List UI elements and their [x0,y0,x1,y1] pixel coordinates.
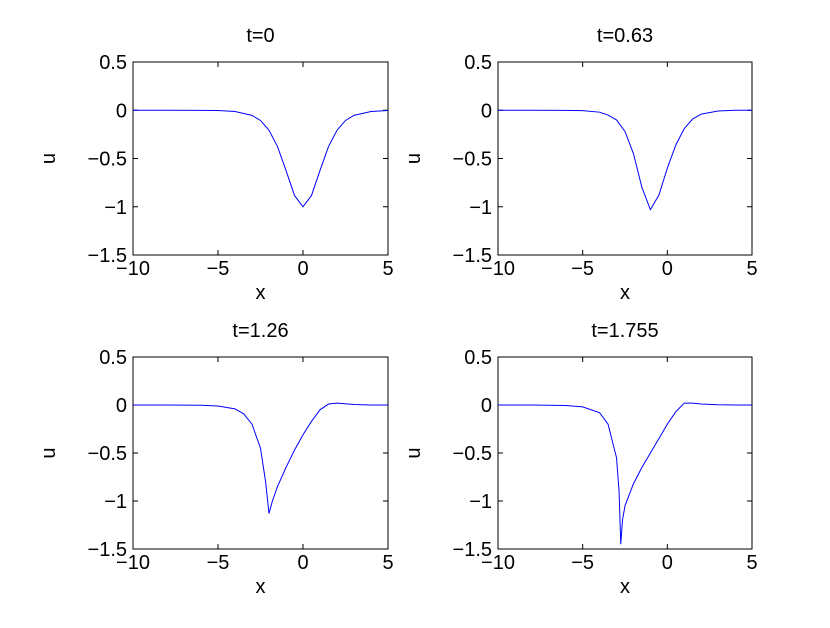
y-tick-label: −1.5 [453,245,492,267]
chart-title: t=1.26 [232,320,288,342]
y-tick-label: −0.5 [88,443,127,465]
y-tick-label: 0 [116,395,127,417]
x-axis-label: x [256,282,266,304]
x-axis-label: x [620,576,630,598]
y-tick-label: 0.5 [464,347,492,369]
x-tick-label: −5 [571,552,594,574]
line [498,109,752,211]
chart-title: t=0 [246,25,274,47]
y-tick-label: 0 [481,100,492,122]
axes-box [132,356,389,550]
y-tick-label: 0 [481,395,492,417]
line [133,109,389,208]
y-tick-label: 0.5 [99,347,127,369]
y-tick-label: −0.5 [453,443,492,465]
x-tick-label: 0 [662,258,673,280]
x-tick-label: −5 [207,552,230,574]
y-axis-label: u [403,447,425,458]
x-tick-label: −10 [481,552,515,574]
x-axis-label: x [256,576,266,598]
y-tick-label: −1 [104,197,127,219]
chart-title: t=1.755 [591,320,658,342]
y-tick-label: −1.5 [88,245,127,267]
y-tick-label: −1.5 [453,539,492,561]
y-axis-label: u [403,153,425,164]
x-tick-label: 5 [746,258,757,280]
chart-title: t=0.63 [597,25,653,47]
y-axis-label: u [38,153,60,164]
y-tick-label: 0 [116,100,127,122]
x-tick-label: −10 [116,552,150,574]
line [133,402,388,514]
y-tick-label: −0.5 [88,149,127,171]
y-tick-label: −1 [469,197,492,219]
axes-box [497,61,753,256]
y-axis-label: u [38,447,60,458]
axes-box [132,61,389,256]
axes-box [497,356,753,550]
x-tick-label: 5 [746,552,757,574]
line [498,402,752,545]
x-tick-label: 0 [297,552,308,574]
y-tick-label: −1 [104,491,127,513]
x-tick-label: −10 [481,258,515,280]
y-tick-label: −0.5 [453,149,492,171]
x-axis-label: x [620,282,630,304]
x-tick-label: 0 [662,552,673,574]
x-tick-label: −5 [571,258,594,280]
y-tick-label: 0.5 [464,52,492,74]
y-tick-label: −1 [469,491,492,513]
y-tick-label: 0.5 [99,52,127,74]
x-tick-label: −5 [207,258,230,280]
x-tick-label: −10 [116,258,150,280]
y-tick-label: −1.5 [88,539,127,561]
x-tick-label: 0 [297,258,308,280]
x-tick-label: 5 [382,258,393,280]
x-tick-label: 5 [382,552,393,574]
